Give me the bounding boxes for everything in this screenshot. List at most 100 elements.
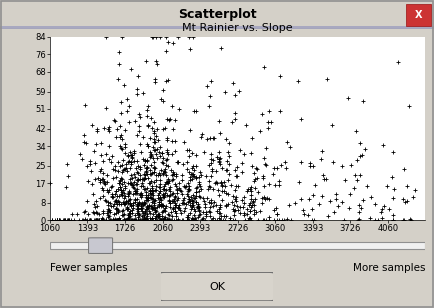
Point bbox=[264, 125, 271, 130]
Point bbox=[124, 193, 131, 198]
Point bbox=[80, 132, 87, 137]
Point bbox=[193, 193, 200, 198]
Point bbox=[125, 218, 132, 223]
Point bbox=[184, 212, 191, 217]
Point bbox=[150, 170, 157, 175]
Point bbox=[95, 218, 102, 223]
Point bbox=[145, 124, 151, 128]
Point bbox=[186, 198, 193, 203]
Point bbox=[170, 190, 177, 195]
Point bbox=[141, 218, 148, 223]
Point bbox=[210, 187, 217, 192]
Point bbox=[113, 126, 120, 131]
Point bbox=[159, 151, 166, 156]
Point bbox=[110, 217, 117, 222]
Point bbox=[106, 124, 113, 129]
Point bbox=[169, 170, 176, 175]
Point bbox=[202, 214, 209, 219]
Point bbox=[121, 201, 128, 206]
Point bbox=[170, 41, 177, 46]
Point bbox=[207, 94, 214, 99]
Point bbox=[399, 218, 406, 223]
Point bbox=[210, 216, 217, 221]
Point bbox=[143, 204, 150, 209]
Point bbox=[151, 207, 158, 212]
Point bbox=[194, 206, 201, 211]
Point bbox=[120, 179, 127, 184]
Point bbox=[125, 103, 132, 108]
Point bbox=[122, 218, 129, 223]
Point bbox=[142, 192, 149, 197]
Point bbox=[97, 153, 104, 158]
Point bbox=[321, 176, 328, 181]
Point bbox=[148, 215, 155, 220]
Point bbox=[147, 163, 154, 168]
Point bbox=[193, 218, 200, 223]
Point bbox=[306, 160, 313, 165]
Point bbox=[151, 140, 158, 144]
Point bbox=[129, 183, 136, 188]
Point bbox=[356, 153, 363, 158]
Point bbox=[128, 180, 135, 185]
Point bbox=[156, 214, 163, 219]
Point bbox=[117, 164, 124, 169]
Point bbox=[224, 168, 231, 173]
Point bbox=[60, 218, 67, 223]
Point bbox=[162, 172, 169, 177]
Point bbox=[116, 218, 123, 223]
Point bbox=[104, 179, 111, 184]
Bar bbox=[0, 27, 434, 29]
Point bbox=[126, 191, 133, 196]
Point bbox=[148, 204, 155, 209]
Point bbox=[216, 150, 223, 155]
Point bbox=[270, 172, 276, 176]
Point bbox=[143, 207, 150, 212]
Point bbox=[188, 204, 195, 209]
Point bbox=[136, 218, 143, 223]
Point bbox=[124, 192, 131, 197]
Point bbox=[149, 205, 156, 209]
Point bbox=[134, 170, 141, 175]
Point bbox=[164, 179, 171, 184]
Point bbox=[148, 152, 155, 157]
Point bbox=[115, 209, 122, 213]
Point bbox=[213, 209, 220, 213]
Bar bbox=[0, 26, 434, 28]
Point bbox=[133, 158, 140, 163]
Point bbox=[168, 218, 175, 223]
Point bbox=[345, 206, 352, 211]
Point bbox=[63, 218, 70, 223]
Point bbox=[288, 218, 295, 223]
Point bbox=[142, 206, 149, 211]
Point bbox=[121, 128, 128, 132]
Point bbox=[273, 205, 279, 210]
Point bbox=[91, 177, 98, 182]
Point bbox=[158, 218, 165, 223]
Point bbox=[112, 174, 119, 179]
Point bbox=[155, 195, 162, 200]
Point bbox=[266, 196, 273, 201]
Point bbox=[197, 187, 204, 192]
Point bbox=[158, 209, 165, 214]
Point bbox=[100, 170, 107, 175]
Point bbox=[117, 124, 124, 129]
Point bbox=[205, 200, 212, 205]
Point bbox=[221, 90, 228, 95]
Point bbox=[110, 218, 117, 223]
Point bbox=[244, 206, 251, 211]
Point bbox=[120, 166, 127, 171]
Point bbox=[239, 160, 246, 165]
Point bbox=[309, 218, 316, 223]
Point bbox=[196, 193, 203, 198]
Point bbox=[147, 195, 154, 200]
Point bbox=[67, 218, 74, 223]
Point bbox=[103, 218, 110, 223]
Point bbox=[103, 187, 110, 192]
Point bbox=[108, 184, 115, 189]
Point bbox=[135, 218, 142, 223]
Point bbox=[247, 215, 253, 220]
Point bbox=[112, 211, 119, 216]
Point bbox=[175, 206, 182, 211]
Point bbox=[222, 218, 229, 223]
Point bbox=[126, 180, 133, 185]
